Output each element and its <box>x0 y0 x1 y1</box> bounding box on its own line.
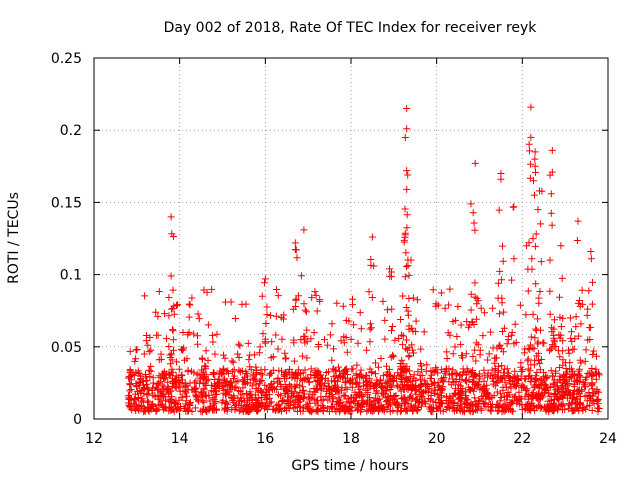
data-point <box>368 233 376 241</box>
data-point <box>531 148 539 156</box>
y-tick-labels: 0 0.05 0.1 0.15 0.2 0.25 <box>51 51 82 428</box>
x-tick-label: 22 <box>513 431 531 447</box>
data-point <box>386 265 394 273</box>
data-point <box>523 242 531 250</box>
data-point <box>467 200 475 208</box>
y-axis-label: ROTI / TECUs <box>6 192 22 284</box>
x-tick-label: 24 <box>599 431 617 447</box>
data-point <box>531 162 539 170</box>
x-tick-label: 20 <box>428 431 446 447</box>
data-points <box>124 103 603 416</box>
grid-lines <box>94 58 608 419</box>
data-point <box>535 187 543 195</box>
data-point <box>403 105 411 113</box>
y-tick-label: 0.25 <box>51 51 82 67</box>
y-tick-label: 0.1 <box>60 268 82 284</box>
y-tick-label: 0 <box>73 412 82 428</box>
data-point <box>471 159 479 167</box>
data-point <box>548 168 556 176</box>
data-point <box>527 133 535 141</box>
x-tick-label: 18 <box>342 431 360 447</box>
x-tick-label: 12 <box>85 431 103 447</box>
data-point <box>510 203 518 211</box>
y-tick-label: 0.05 <box>51 340 82 356</box>
data-point <box>497 175 505 183</box>
data-point <box>261 275 269 283</box>
data-point <box>548 146 556 154</box>
data-point <box>557 242 565 250</box>
data-point <box>403 167 411 175</box>
data-point <box>407 256 415 264</box>
data-point <box>587 247 595 255</box>
data-point <box>403 125 411 133</box>
x-tick-label: 16 <box>256 431 274 447</box>
y-tick-label: 0.15 <box>51 195 82 211</box>
x-axis-label: GPS time / hours <box>291 458 408 474</box>
data-point <box>300 226 308 234</box>
data-point <box>574 217 582 225</box>
data-point <box>167 272 175 280</box>
data-point <box>291 239 299 247</box>
axis-ticks <box>93 57 609 420</box>
x-tick-labels: 12 14 16 18 20 22 24 <box>85 431 617 447</box>
y-tick-label: 0.2 <box>60 123 82 139</box>
chart-title: Day 002 of 2018, Rate Of TEC Index for r… <box>164 20 538 36</box>
x-tick-label: 14 <box>171 431 189 447</box>
data-point <box>527 103 535 111</box>
background-point-cloud <box>124 134 603 416</box>
data-point <box>403 185 411 193</box>
data-point <box>167 213 175 221</box>
